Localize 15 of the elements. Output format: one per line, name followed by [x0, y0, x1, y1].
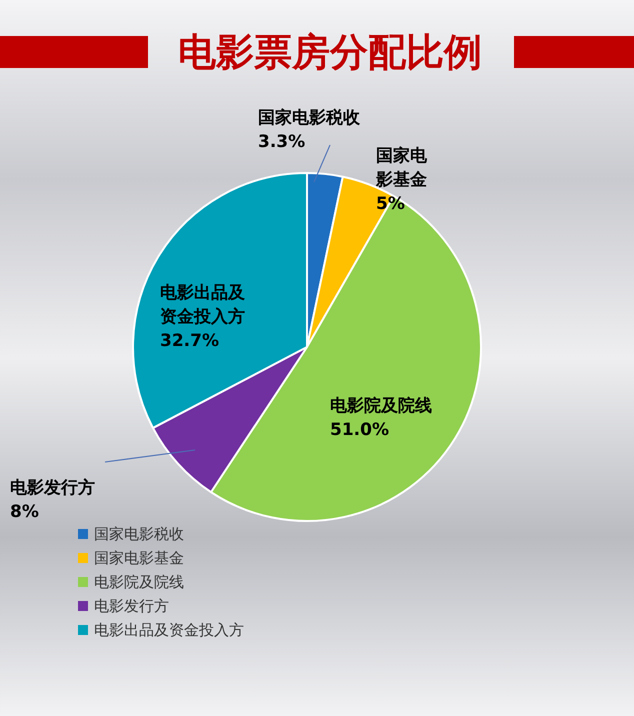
slice-label: 电影院及院线 [94, 572, 184, 592]
data-label: 51.0% [330, 420, 389, 440]
slice-label: 电影出品及资金投入方 [160, 282, 246, 327]
data-label: 32.7% [160, 330, 219, 351]
data-label: 8% [10, 502, 39, 522]
chart-title: 电影票房分配比例 [177, 29, 483, 76]
slice-label: 国家电影基金 [375, 146, 428, 190]
legend-label: 电影出品及资金投入方 [94, 620, 244, 640]
legend-label: 电影发行方 [94, 596, 169, 616]
legend-label: 国家电影基金 [94, 548, 184, 568]
slice-label: 电影院及院线 [330, 396, 432, 416]
slice-label: 国家电影税收 [258, 108, 361, 128]
data-label: 3.3% [258, 132, 306, 152]
legend-label: 国家电影税收 [94, 524, 184, 544]
slice-label: 电影发行方 [10, 478, 95, 498]
